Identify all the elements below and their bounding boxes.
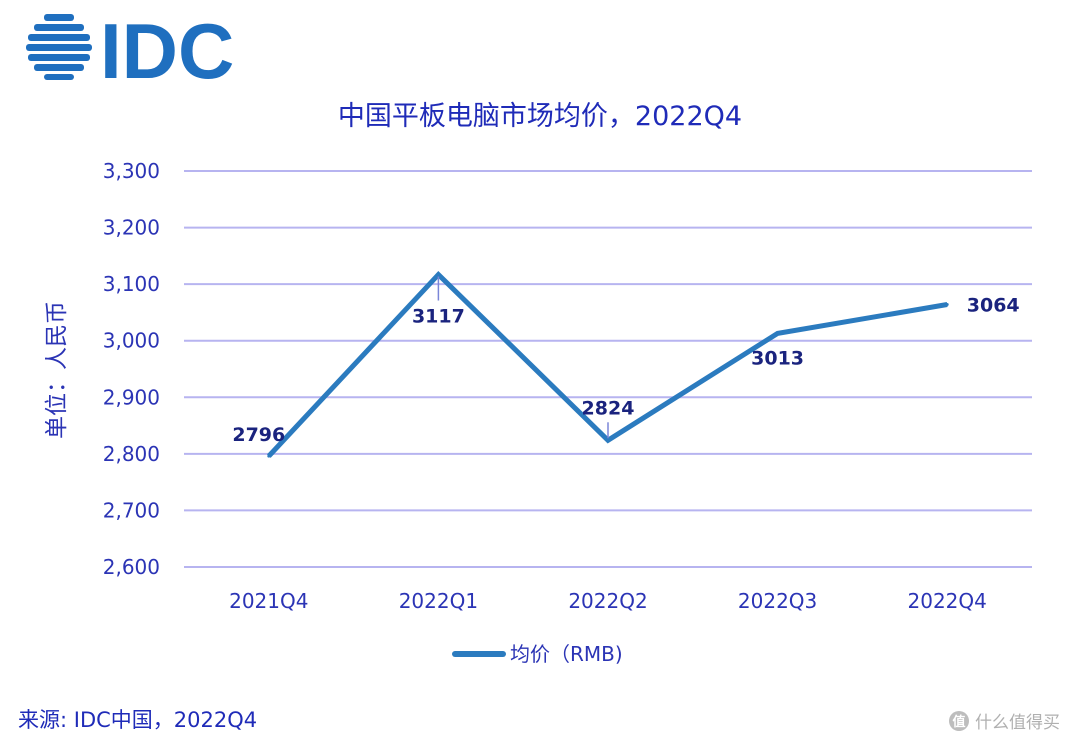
data-label: 3064	[967, 295, 1020, 317]
data-point	[606, 438, 610, 442]
watermark-logo-icon: 值	[949, 710, 969, 731]
y-tick-labels: 2,600 2,700 2,800 2,900 3,000 3,100 3,200 3,300	[103, 159, 160, 579]
x-tick-labels: 2021Q4 2022Q1 2022Q2 2022Q3 2022Q4	[229, 589, 987, 613]
legend-label: 均价（RMB)	[510, 642, 623, 666]
y-tick-label: 2,900	[103, 385, 160, 409]
data-point	[267, 454, 271, 458]
x-tick-label: 2021Q4	[229, 589, 308, 613]
y-axis-label: 单位：人民币	[44, 301, 70, 439]
chart-title: 中国平板电脑市场均价，2022Q4	[338, 101, 742, 132]
data-label: 2796	[232, 424, 285, 446]
data-label: 3117	[412, 306, 465, 328]
data-points	[267, 273, 949, 458]
data-label: 2824	[582, 397, 635, 419]
data-point	[945, 303, 949, 307]
gridlines	[184, 170, 1032, 568]
watermark: 值 什么值得买	[949, 708, 1060, 733]
logo-text: IDC	[100, 12, 234, 82]
data-labels: 2796 3117 2824 3013 3064	[232, 276, 1020, 446]
legend: 均价（RMB)	[452, 642, 623, 666]
y-tick-label: 2,700	[103, 498, 160, 522]
data-point	[776, 331, 780, 335]
y-tick-label: 3,300	[103, 159, 160, 183]
source-note: 来源: IDC中国，2022Q4	[18, 708, 258, 732]
y-tick-label: 2,800	[103, 442, 160, 466]
data-point	[436, 273, 440, 277]
x-tick-label: 2022Q3	[738, 589, 817, 613]
y-tick-label: 3,200	[103, 216, 160, 240]
watermark-text: 什么值得买	[975, 713, 1060, 733]
y-tick-label: 2,600	[103, 555, 160, 579]
y-tick-label: 3,000	[103, 329, 160, 353]
x-tick-label: 2022Q2	[568, 589, 647, 613]
idc-logo: IDC	[26, 12, 234, 82]
y-tick-label: 3,100	[103, 272, 160, 296]
x-tick-label: 2022Q1	[399, 589, 478, 613]
x-tick-label: 2022Q4	[908, 589, 987, 613]
globe-icon	[26, 14, 92, 80]
data-label: 3013	[751, 347, 804, 369]
